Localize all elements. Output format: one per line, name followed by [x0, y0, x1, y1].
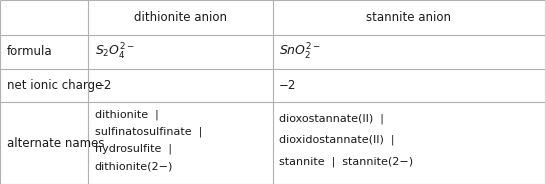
- Text: $SnO_2^{2-}$: $SnO_2^{2-}$: [279, 42, 321, 62]
- Text: dithionite anion: dithionite anion: [134, 11, 227, 24]
- Text: dithionite(2−): dithionite(2−): [95, 161, 173, 171]
- Text: stannite  |  stannite(2−): stannite | stannite(2−): [279, 156, 413, 167]
- Text: formula: formula: [7, 45, 52, 58]
- Text: −2: −2: [279, 79, 296, 92]
- Text: net ionic charge: net ionic charge: [7, 79, 102, 92]
- Text: sulfinatosulfinate  |: sulfinatosulfinate |: [95, 127, 202, 137]
- Text: $S_2O_4^{2-}$: $S_2O_4^{2-}$: [95, 42, 135, 62]
- Text: alternate names: alternate names: [7, 137, 104, 150]
- Text: dioxidostannate(II)  |: dioxidostannate(II) |: [279, 135, 395, 145]
- Text: hydrosulfite  |: hydrosulfite |: [95, 144, 172, 154]
- Text: −2: −2: [95, 79, 112, 92]
- Text: dioxostannate(II)  |: dioxostannate(II) |: [279, 113, 384, 124]
- Text: stannite anion: stannite anion: [366, 11, 451, 24]
- Text: dithionite  |: dithionite |: [95, 110, 159, 120]
